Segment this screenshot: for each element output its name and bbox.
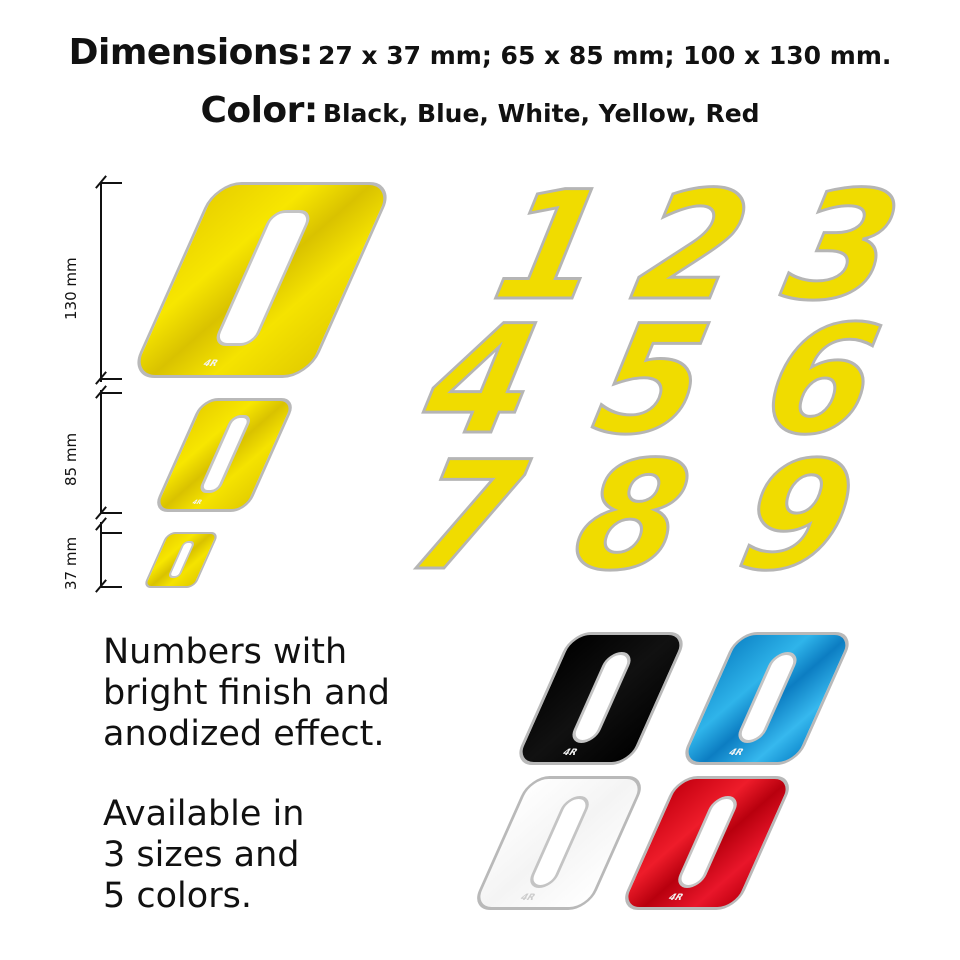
dimension-tick <box>100 378 122 380</box>
dimension-tick <box>100 532 122 534</box>
size-label-130: 130 mm <box>62 257 80 320</box>
note-line: anodized effect. <box>103 714 385 754</box>
note-line: Available in <box>103 794 305 834</box>
note-line: 3 sizes and <box>103 835 300 875</box>
brand-logo: 4R <box>560 748 579 759</box>
white-zero-sample: 4R <box>470 776 648 910</box>
dimension-tick <box>100 392 122 394</box>
dimensions-value: 27 x 37 mm; 65 x 85 mm; 100 x 130 mm. <box>317 41 892 70</box>
dimensions-label: Dimensions: <box>68 32 314 73</box>
dimension-line-130 <box>100 182 102 382</box>
zero-counter <box>211 209 315 347</box>
dimension-tick <box>100 586 122 588</box>
yellow-zero-37mm <box>142 532 220 588</box>
dimension-line-85 <box>100 390 102 512</box>
brand-logo: 4R <box>201 359 220 370</box>
brand-logo: 4R <box>518 893 537 904</box>
brand-logo: 4R <box>726 748 745 759</box>
red-zero-sample: 4R <box>618 776 796 910</box>
note-line: Numbers with <box>103 632 348 672</box>
dimensions-heading: Dimensions: 27 x 37 mm; 65 x 85 mm; 100 … <box>0 32 960 73</box>
zero-counter <box>525 795 594 888</box>
digit-9: 9 <box>725 429 869 606</box>
dimension-tick <box>100 512 122 514</box>
yellow-zero-130mm: 4R <box>128 182 396 378</box>
zero-counter <box>733 651 802 743</box>
brand-logo: 4R <box>666 893 685 904</box>
brand-logo: 4R <box>191 498 204 506</box>
color-value: Black, Blue, White, Yellow, Red <box>322 99 760 128</box>
size-label-85: 85 mm <box>62 432 80 486</box>
size-label-37: 37 mm <box>62 536 80 590</box>
color-heading: Color: Black, Blue, White, Yellow, Red <box>0 90 960 131</box>
color-label: Color: <box>200 90 318 131</box>
availability-description: Available in 3 sizes and 5 colors. <box>103 794 304 917</box>
zero-counter <box>673 795 742 888</box>
dimension-line-37 <box>100 522 102 588</box>
note-line: bright finish and <box>103 673 390 713</box>
note-line: 5 colors. <box>103 876 252 916</box>
finish-description: Numbers with bright finish and anodized … <box>103 632 390 755</box>
yellow-zero-85mm: 4R <box>151 398 298 512</box>
zero-counter <box>196 415 253 493</box>
zero-counter <box>567 651 636 743</box>
dimension-tick <box>100 182 122 184</box>
blue-zero-sample: 4R <box>678 632 856 765</box>
black-zero-sample: 4R <box>512 632 690 765</box>
zero-counter <box>167 540 196 579</box>
